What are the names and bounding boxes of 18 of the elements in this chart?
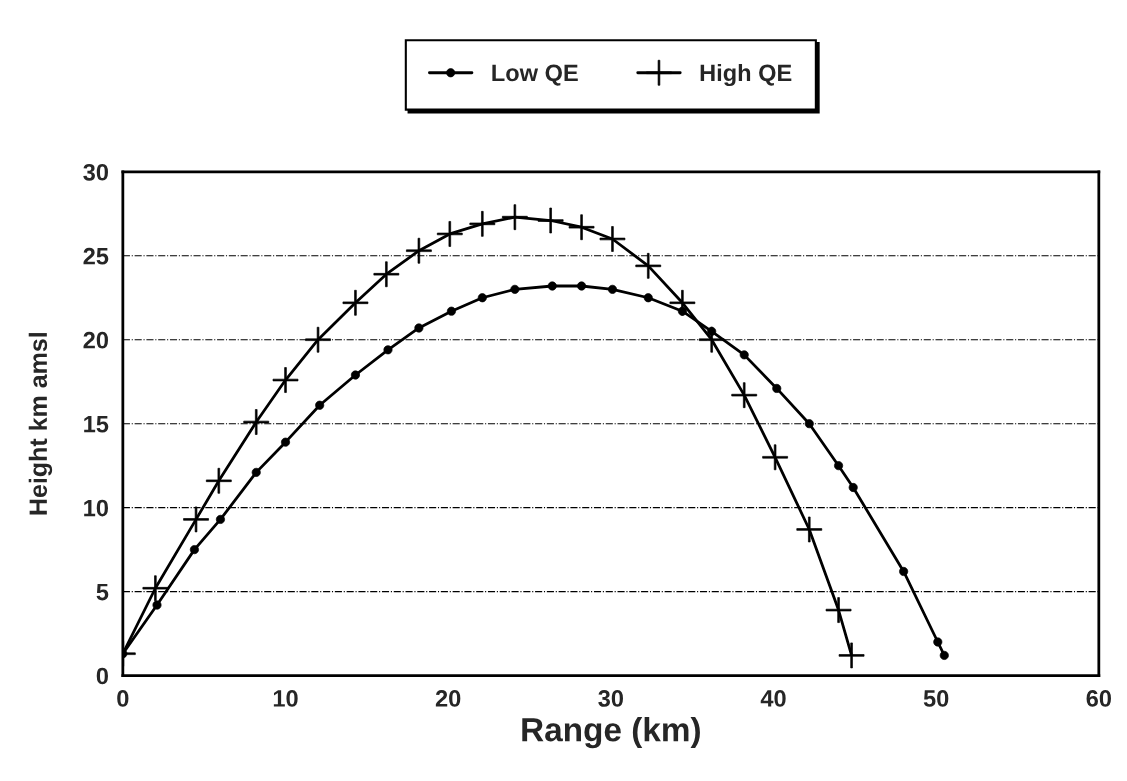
- y-tick-label: 15: [84, 416, 109, 433]
- x-tick-label: 10: [273, 690, 298, 707]
- y-tick-label: 0: [96, 667, 108, 685]
- x-tick-label: 60: [1086, 690, 1111, 707]
- x-axis-title: Range (km): [522, 717, 700, 749]
- y-axis-title: Height km amsl: [28, 333, 53, 515]
- x-tick-label: 0: [117, 690, 129, 707]
- x-tick-label: 30: [598, 690, 623, 707]
- x-tick-label: 20: [435, 690, 461, 707]
- legend-label: Low QE: [492, 64, 578, 86]
- y-tick-label: 5: [96, 583, 109, 601]
- y-tick-label: 25: [83, 247, 109, 265]
- y-tick-label: 20: [83, 331, 108, 349]
- y-tick-label: 10: [84, 499, 108, 517]
- y-tick-label: 30: [83, 163, 108, 181]
- legend-label: High QE: [700, 63, 792, 87]
- x-tick-label: 50: [923, 690, 949, 707]
- x-tick-label: 40: [760, 690, 786, 707]
